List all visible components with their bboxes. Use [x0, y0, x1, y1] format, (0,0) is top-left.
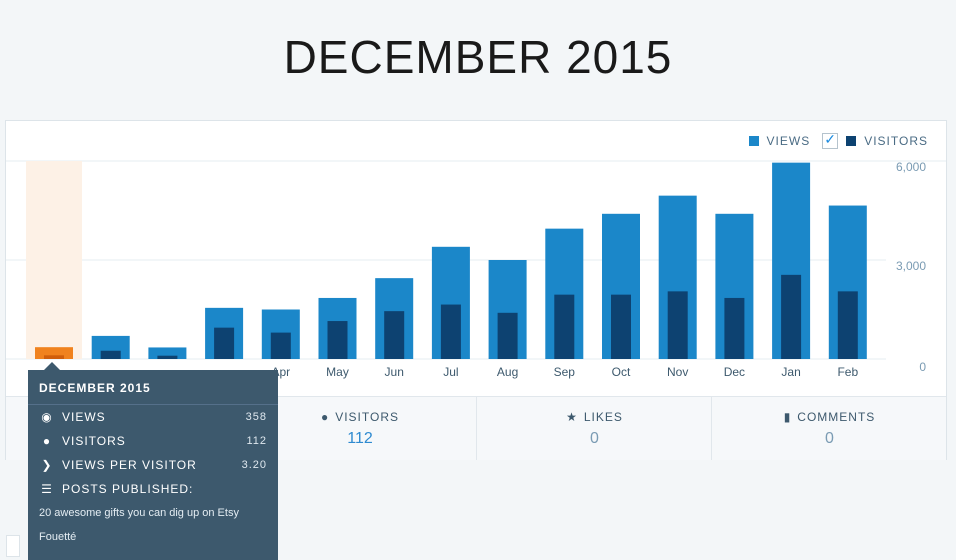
x-tick-label: Nov	[667, 365, 688, 379]
summary-visitors-label: VISITORS	[335, 410, 400, 424]
visitors-bar	[270, 332, 291, 359]
x-tick-label: Dec	[724, 365, 745, 379]
tooltip-views-label: VIEWS	[62, 410, 106, 424]
x-tick-label: Jan	[781, 365, 800, 379]
visitors-bar	[611, 294, 631, 359]
tooltip-title: DECEMBER 2015	[28, 370, 278, 405]
visitors-bar	[497, 312, 518, 359]
tooltip-vpv-value: 3.20	[241, 459, 267, 471]
tooltip-visitors-value: 112	[246, 435, 267, 447]
bar-chart[interactable]: Apr May Jun Jul Aug Sep Oct Nov Dec Jan Feb 03,0006…	[6, 121, 946, 396]
views-swatch-icon	[748, 136, 759, 146]
person-icon: ●	[42, 434, 52, 448]
legend-views: VIEWS	[748, 134, 811, 148]
summary-likes[interactable]: ★ LIKES 0	[476, 397, 712, 460]
x-tick-label: Feb	[837, 365, 858, 379]
x-tick-label: Jul	[443, 365, 458, 379]
star-icon: ★	[566, 410, 578, 424]
visitors-bar	[667, 291, 688, 359]
legend-visitors-label: VISITORS	[864, 134, 928, 148]
summary-likes-label: LIKES	[583, 410, 623, 424]
summary-comments-label-wrap: ▮ COMMENTS	[712, 410, 947, 424]
visitors-bar	[837, 291, 858, 359]
visitors-bar	[100, 350, 121, 359]
visitors-bar	[384, 311, 405, 359]
visitors-checkbox[interactable]: ✓	[822, 131, 839, 149]
summary-likes-value: 0	[590, 430, 599, 447]
views-bar	[35, 347, 73, 359]
visitors-bar	[157, 355, 178, 359]
highlight-band	[26, 161, 82, 359]
tooltip-row-views: ◉ VIEWS 358	[28, 405, 278, 429]
y-tick-label: 0	[919, 360, 926, 374]
summary-visitors-label-wrap: ● VISITORS	[243, 410, 477, 424]
tooltip-row-visitors: ● VISITORS 112	[28, 429, 278, 453]
tooltip-vpv-label: VIEWS PER VISITOR	[62, 458, 197, 472]
summary-comments-label: COMMENTS	[797, 410, 876, 424]
page-title: DECEMBER 2015	[283, 31, 673, 83]
summary-visitors-value: 112	[347, 430, 373, 447]
chart-legend: VIEWS ✓ VISITORS	[748, 131, 928, 149]
comment-icon: ▮	[783, 410, 792, 424]
chart-tooltip: DECEMBER 2015 ◉ VIEWS 358 ● VISITORS 112 ❯…	[28, 362, 278, 560]
visitors-bar	[440, 304, 461, 359]
chevron-right-icon: ❯	[41, 458, 53, 472]
tooltip-views-value: 358	[245, 411, 267, 423]
tooltip-row-views-per-visitor: ❯ VIEWS PER VISITOR 3.20	[28, 453, 278, 477]
x-tick-label: May	[326, 365, 349, 379]
visitors-bar	[44, 355, 64, 359]
tooltip-post-link[interactable]: Fouetté	[39, 531, 77, 543]
summary-comments[interactable]: ▮ COMMENTS 0	[711, 397, 947, 460]
visitors-bar	[724, 297, 745, 359]
y-tick-label: 6,000	[896, 160, 926, 174]
tooltip-posts-label: POSTS PUBLISHED:	[62, 482, 194, 496]
visitors-bar	[554, 294, 575, 359]
x-tick-label: Oct	[612, 365, 631, 379]
checkmark-icon: ✓	[824, 131, 837, 147]
visitors-bar	[214, 327, 235, 359]
person-icon: ●	[320, 410, 330, 424]
x-tick-label: Sep	[554, 365, 576, 379]
x-tick-label: Aug	[497, 365, 518, 379]
panel-edge	[6, 535, 20, 557]
tooltip-visitors-label: VISITORS	[62, 434, 126, 448]
visitors-bar	[781, 274, 802, 359]
legend-views-label: VIEWS	[766, 134, 811, 148]
summary-likes-label-wrap: ★ LIKES	[477, 410, 712, 424]
eye-icon: ◉	[41, 410, 53, 424]
list-icon: ☰	[41, 482, 53, 496]
y-tick-label: 3,000	[896, 259, 926, 273]
tooltip-row-posts: ☰ POSTS PUBLISHED:	[28, 477, 278, 501]
visitors-swatch-icon	[846, 136, 857, 146]
tooltip-post-link[interactable]: 20 awesome gifts you can dig up on Etsy	[39, 507, 239, 519]
x-tick-label: Jun	[385, 365, 404, 379]
legend-visitors[interactable]: ✓ VISITORS	[822, 131, 928, 149]
visitors-bar	[327, 321, 348, 359]
summary-comments-value: 0	[825, 430, 834, 447]
views-bar	[148, 347, 187, 359]
